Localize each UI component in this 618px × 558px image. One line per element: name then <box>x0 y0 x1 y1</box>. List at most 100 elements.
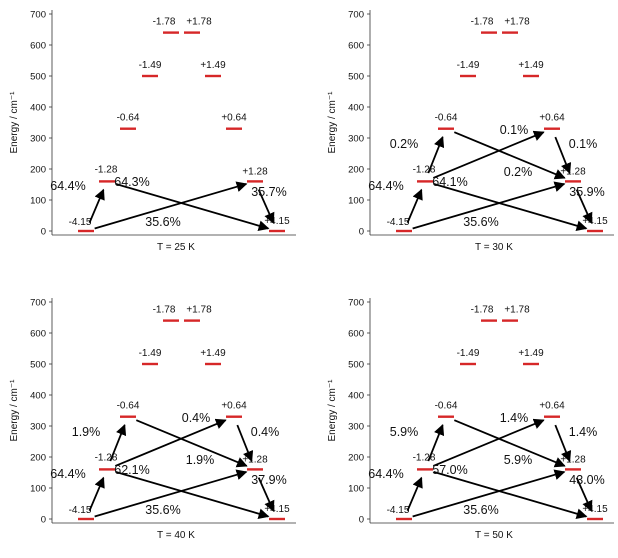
y-tick-label: 600 <box>30 329 46 340</box>
y-tick-label: 400 <box>348 391 364 402</box>
transition-percent: 43.0% <box>569 473 604 487</box>
transition-arrow <box>575 477 593 512</box>
transition-arrow <box>88 188 105 224</box>
energy-level-label: +1.78 <box>186 17 212 28</box>
transition-arrow <box>433 471 588 519</box>
y-tick-label: 300 <box>30 134 46 145</box>
transition-percent: 0.4% <box>251 425 280 439</box>
energy-level-label: +1.49 <box>518 348 544 359</box>
transition-percent: 37.9% <box>251 473 286 487</box>
energy-level-label: +1.28 <box>560 166 586 177</box>
y-tick-label: 100 <box>30 196 46 207</box>
energy-level-label: -1.28 <box>413 164 436 175</box>
transition-arrow <box>94 181 248 230</box>
y-tick-label: 300 <box>348 134 364 145</box>
y-tick-label: 700 <box>348 10 364 21</box>
y-tick-label: 100 <box>30 484 46 495</box>
y-tick-label: 500 <box>30 72 46 83</box>
energy-level-label: -0.64 <box>117 113 140 124</box>
energy-level-label: -1.49 <box>457 60 480 71</box>
transition-arrow <box>554 136 572 175</box>
transition-arrow <box>115 471 270 519</box>
energy-level-label: -4.15 <box>387 505 410 516</box>
transition-arrow <box>257 477 275 512</box>
energy-level-label: -1.78 <box>153 305 176 316</box>
transition-percent: 1.9% <box>72 425 101 439</box>
energy-level-label: +0.64 <box>539 113 565 124</box>
transition-arrow <box>554 424 572 463</box>
y-tick-label: 500 <box>348 360 364 371</box>
energy-level-label: -1.49 <box>457 348 480 359</box>
y-tick-label: 700 <box>30 298 46 309</box>
transition-percent: 64.4% <box>50 467 85 481</box>
transition-arrow <box>406 476 423 512</box>
energy-level-label: +4.15 <box>264 216 290 227</box>
transition-percent: 0.1% <box>500 123 529 137</box>
energy-level-label: -0.64 <box>117 401 140 412</box>
energy-level-label: -4.15 <box>69 505 92 516</box>
transition-percent: 35.6% <box>145 215 180 229</box>
panel-2: 0 100 200 300 400 500 600 700 Energy / cm⁻¹ T = 3… <box>327 10 614 253</box>
transition-percent: 35.6% <box>463 503 498 517</box>
y-tick-label: 400 <box>30 391 46 402</box>
y-axis-label: Energy / cm⁻¹ <box>327 91 338 154</box>
transition-arrow <box>575 189 593 224</box>
energy-level-label: -1.78 <box>471 17 494 28</box>
transition-arrow <box>109 424 127 462</box>
panel-4: 0 100 200 300 400 500 600 700 Energy / cm⁻¹ T = 5… <box>327 298 614 541</box>
energy-level-label: -1.78 <box>153 17 176 28</box>
transition-percent: 64.4% <box>50 179 85 193</box>
energy-level-label: -1.28 <box>95 164 118 175</box>
energy-level-label: -1.49 <box>139 348 162 359</box>
energy-level-label: -1.78 <box>471 305 494 316</box>
y-axis-label: Energy / cm⁻¹ <box>9 379 20 442</box>
transition-percent: 1.4% <box>569 425 598 439</box>
transition-arrow <box>432 418 545 467</box>
transition-arrow <box>432 130 545 179</box>
transition-arrow <box>427 136 445 174</box>
y-tick-label: 200 <box>348 165 364 176</box>
y-tick-label: 600 <box>348 41 364 52</box>
transition-percent: 1.4% <box>500 411 529 425</box>
transition-percent: 0.1% <box>569 137 598 151</box>
y-tick-label: 500 <box>348 72 364 83</box>
energy-level-label: -1.28 <box>413 452 436 463</box>
y-tick-label: 600 <box>30 41 46 52</box>
energy-level-label: +4.15 <box>264 504 290 515</box>
panel-title: T = 30 K <box>475 242 513 253</box>
energy-level-label: +1.49 <box>200 60 226 71</box>
energy-level-label: +1.28 <box>560 454 586 465</box>
panel-title: T = 40 K <box>157 530 195 541</box>
panel-1: 0 100 200 300 400 500 600 700 Energy / cm⁻¹ T = 2… <box>9 10 296 253</box>
energy-level-label: +0.64 <box>221 401 247 412</box>
transition-arrow <box>453 419 566 468</box>
y-tick-label: 600 <box>348 329 364 340</box>
transition-percent: 35.6% <box>463 215 498 229</box>
energy-level-label: +0.64 <box>221 113 247 124</box>
y-tick-label: 700 <box>30 10 46 21</box>
transition-percent: 35.7% <box>251 185 286 199</box>
transition-percent: 62.1% <box>114 463 149 477</box>
transition-percent: 5.9% <box>504 453 533 467</box>
energy-level-label: +4.15 <box>582 216 608 227</box>
energy-level-label: -1.28 <box>95 452 118 463</box>
transition-arrow <box>427 424 445 462</box>
y-tick-label: 300 <box>30 422 46 433</box>
y-tick-label: 0 <box>359 227 364 238</box>
energy-level-label: -4.15 <box>69 217 92 228</box>
transition-arrow <box>412 469 566 518</box>
transition-arrow <box>135 419 248 468</box>
y-axis-label: Energy / cm⁻¹ <box>9 91 20 154</box>
panel-title: T = 50 K <box>475 530 513 541</box>
transition-percent: 64.1% <box>432 175 467 189</box>
energy-level-label: +4.15 <box>582 504 608 515</box>
y-tick-label: 0 <box>41 227 46 238</box>
transition-percent: 64.4% <box>368 179 403 193</box>
transition-percent: 64.3% <box>114 175 149 189</box>
y-tick-label: 700 <box>348 298 364 309</box>
energy-level-label: +1.28 <box>242 166 268 177</box>
energy-level-label: +1.49 <box>518 60 544 71</box>
transition-percent: 0.2% <box>390 137 419 151</box>
energy-level-label: +1.78 <box>186 305 212 316</box>
transition-arrow <box>453 131 566 180</box>
